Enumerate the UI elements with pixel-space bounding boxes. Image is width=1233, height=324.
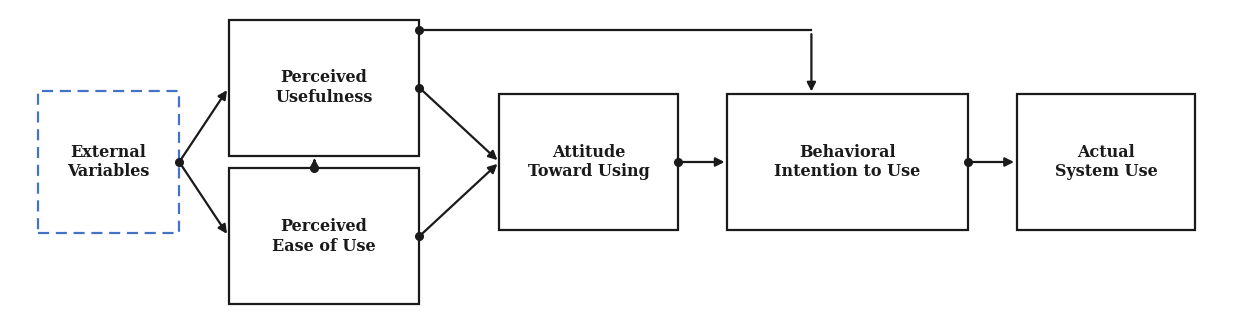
FancyBboxPatch shape	[228, 20, 419, 156]
FancyBboxPatch shape	[499, 94, 678, 230]
FancyBboxPatch shape	[727, 94, 968, 230]
Text: Attitude
Toward Using: Attitude Toward Using	[528, 144, 650, 180]
Text: Perceived
Usefulness: Perceived Usefulness	[275, 70, 372, 106]
Text: External
Variables: External Variables	[68, 144, 149, 180]
Text: Perceived
Ease of Use: Perceived Ease of Use	[272, 218, 376, 254]
FancyBboxPatch shape	[1017, 94, 1195, 230]
Text: Actual
System Use: Actual System Use	[1054, 144, 1158, 180]
FancyBboxPatch shape	[38, 91, 179, 233]
Text: Behavioral
Intention to Use: Behavioral Intention to Use	[774, 144, 921, 180]
FancyBboxPatch shape	[228, 168, 419, 304]
